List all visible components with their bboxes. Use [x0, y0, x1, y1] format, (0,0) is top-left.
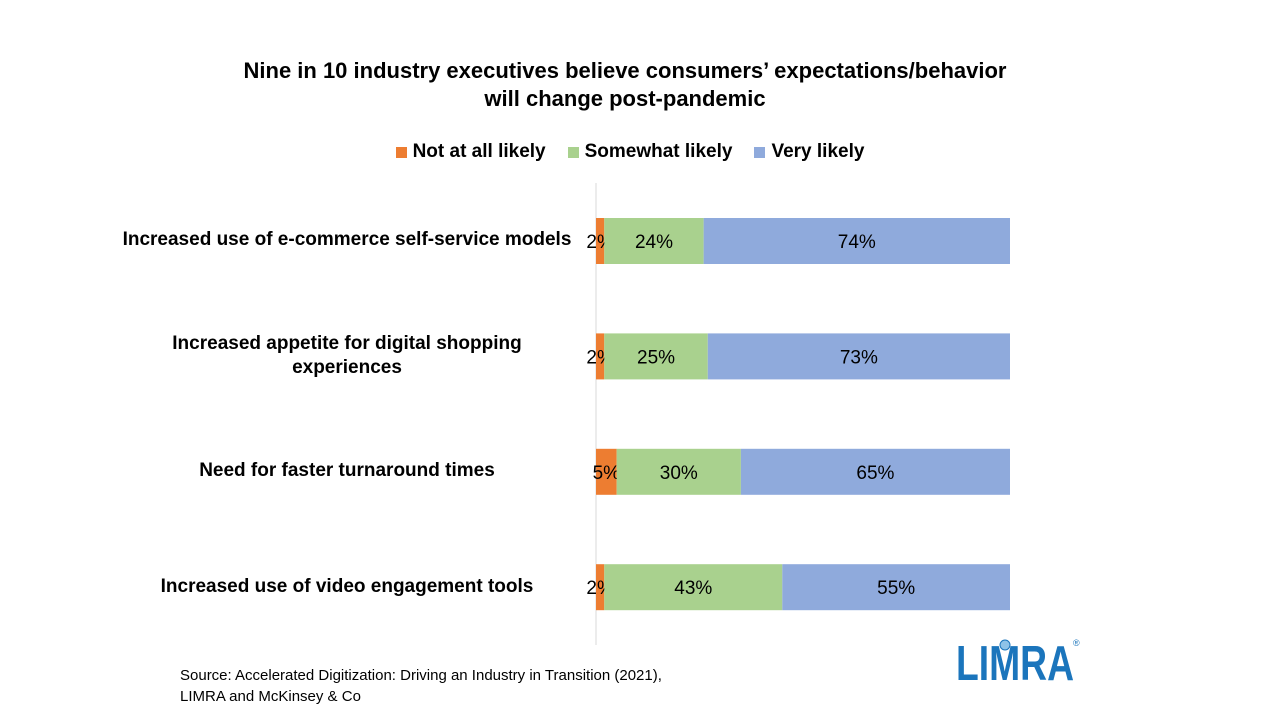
legend-swatch-not-at-all-likely [395, 146, 407, 158]
bar-not-at-all-likely-1 [596, 218, 605, 264]
data-label-very-likely-3: 65% [856, 463, 894, 484]
legend-label-not-at-all-likely: Not at all likely [412, 141, 546, 162]
bar-somewhat-likely-2 [604, 333, 708, 380]
limra-logo: LIMRA ® [956, 637, 1080, 684]
limra-logo-globe-icon [999, 639, 1011, 651]
bar-not-at-all-likely-4 [596, 564, 605, 611]
data-label-very-likely-4: 55% [877, 578, 915, 599]
bar-somewhat-likely-3 [616, 448, 741, 495]
legend-item-not-at-all-likely: Not at all likely [395, 141, 546, 163]
chart-legend: Not at all likely Somewhat likely Very l… [0, 141, 1260, 163]
source-line-2: LIMRA and McKinsey & Co [180, 688, 361, 705]
bar-not-at-all-likely-2 [596, 333, 605, 380]
source-note: Source: Accelerated Digitization: Drivin… [180, 665, 662, 707]
chart-title-line-1: Nine in 10 industry executives believe c… [243, 58, 1007, 83]
bar-very-likely-4 [782, 564, 1010, 611]
category-label-turnaround: Need for faster turnaround times [199, 460, 495, 481]
bar-somewhat-likely-1 [604, 218, 704, 264]
legend-label-very-likely: Very likely [771, 141, 865, 162]
legend-item-somewhat-likely: Somewhat likely [567, 141, 733, 163]
data-label-very-likely-2: 73% [840, 347, 878, 368]
registered-mark-icon: ® [1073, 638, 1080, 648]
bar-somewhat-likely-4 [604, 564, 783, 611]
bar-very-likely-3 [740, 448, 1010, 495]
bar-very-likely-2 [707, 333, 1010, 380]
chart-title-line-2: will change post-pandemic [484, 86, 766, 111]
data-label-somewhat-likely-3: 30% [660, 463, 698, 484]
category-label-ecommerce: Increased use of e-commerce self-service… [122, 229, 572, 250]
legend-swatch-very-likely [754, 146, 766, 158]
data-label-somewhat-likely-1: 24% [635, 232, 673, 253]
bar-not-at-all-likely-3 [596, 448, 617, 495]
limra-logo-text: LIMRA [956, 637, 1074, 684]
data-label-somewhat-likely-4: 43% [674, 578, 712, 599]
data-label-not-at-all-likely-3: 5% [593, 463, 621, 484]
legend-item-very-likely: Very likely [754, 141, 864, 163]
legend-label-somewhat-likely: Somewhat likely [584, 141, 733, 162]
category-label-digital-shopping: Increased appetite for digital shopping … [172, 333, 522, 378]
category-label-video: Increased use of video engagement tools [160, 576, 534, 597]
source-line-1: Source: Accelerated Digitization: Drivin… [180, 667, 662, 684]
bar-very-likely-1 [703, 218, 1010, 264]
data-label-somewhat-likely-2: 25% [637, 347, 675, 368]
data-label-very-likely-1: 74% [838, 232, 876, 253]
legend-swatch-somewhat-likely [567, 146, 579, 158]
